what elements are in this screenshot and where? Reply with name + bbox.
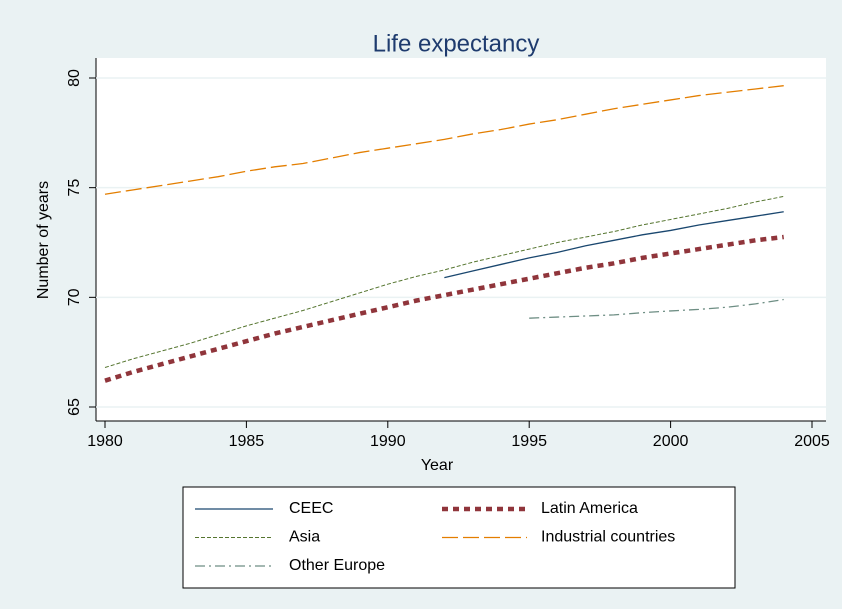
chart-title: Life expectancy — [373, 30, 540, 57]
x-tick-label: 1985 — [229, 433, 265, 450]
legend-label: Latin America — [541, 500, 638, 517]
y-tick-label: 65 — [66, 398, 83, 416]
legend-label: Industrial countries — [541, 529, 675, 546]
series-line — [104, 85, 784, 195]
x-tick-label: 1995 — [511, 433, 547, 450]
legend — [182, 486, 736, 589]
series-line — [104, 195, 784, 368]
x-tick-label: 2000 — [653, 433, 689, 450]
x-tick-label: 1990 — [370, 433, 406, 450]
y-tick-label: 80 — [66, 69, 83, 87]
y-axis-label: Number of years — [35, 181, 52, 299]
legend-label: Asia — [289, 529, 320, 546]
x-tick-label: 1980 — [87, 433, 123, 450]
legend-label: Other Europe — [289, 557, 385, 574]
x-tick-label: 2005 — [794, 433, 830, 450]
legend-label: CEEC — [289, 500, 333, 517]
y-tick-label: 75 — [66, 179, 83, 197]
x-axis-label: Year — [421, 457, 454, 474]
series-line — [444, 211, 784, 279]
y-tick-label: 70 — [66, 288, 83, 306]
series-line — [529, 298, 784, 319]
plot-area — [96, 58, 826, 421]
